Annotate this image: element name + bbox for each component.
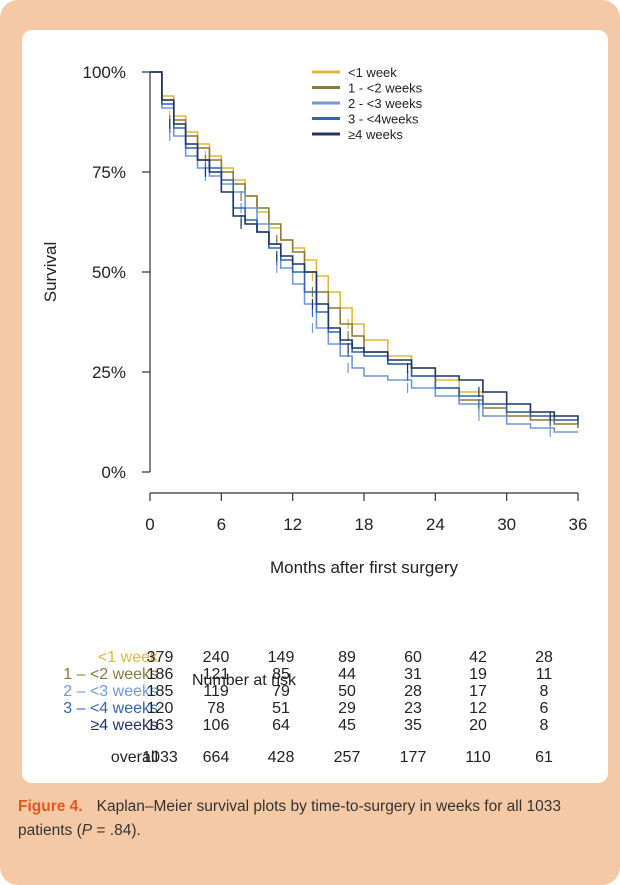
risk-value: 120 (146, 700, 174, 717)
y-tick-label: 0% (101, 463, 126, 482)
series-line-4 (150, 71, 579, 420)
risk-row-label: ≥4 weeks (90, 717, 158, 734)
risk-value: 23 (404, 700, 422, 717)
x-tick-label: 12 (283, 515, 302, 534)
risk-value: 29 (338, 700, 356, 717)
caption-text: Kaplan–Meier survival plots by time-to-s… (18, 798, 561, 839)
risk-value: 61 (535, 749, 553, 766)
risk-value: 35 (404, 717, 422, 734)
figure-caption: Figure 4. Kaplan–Meier survival plots by … (18, 795, 608, 843)
risk-row-label: overall (110, 749, 158, 766)
legend-label: <1 week (348, 65, 397, 80)
risk-row-label: <1 week (97, 649, 158, 666)
x-tick-label: 36 (569, 515, 588, 534)
risk-value: 89 (338, 649, 356, 666)
risk-table-title: Number at risk (192, 672, 297, 689)
risk-value: 42 (469, 649, 487, 666)
risk-value: 379 (146, 649, 174, 666)
x-axis-label: Months after first surgery (270, 558, 459, 577)
risk-value: 186 (146, 666, 174, 683)
legend-label: 2 - <3 weeks (348, 96, 423, 111)
risk-value: 257 (333, 749, 361, 766)
legend-label: ≥4 weeks (348, 127, 403, 142)
risk-value: 6 (539, 700, 549, 717)
x-tick-label: 30 (497, 515, 516, 534)
risk-row-label: 2 – <3 weeks (63, 683, 158, 700)
risk-value: 44 (338, 666, 356, 683)
risk-value: 51 (272, 700, 290, 717)
risk-value: 149 (267, 649, 295, 666)
figure-label: Figure 4. (18, 798, 83, 815)
risk-value: 20 (469, 717, 487, 734)
p-symbol: P (81, 822, 93, 839)
y-tick-label: 50% (92, 263, 126, 282)
caption-text-end: = .84). (92, 822, 141, 839)
series-line-2 (150, 71, 578, 433)
risk-value: 121 (202, 666, 230, 683)
risk-value: 79 (272, 683, 290, 700)
risk-value: 1033 (142, 749, 178, 766)
risk-value: 12 (469, 700, 487, 717)
risk-value: 428 (267, 749, 295, 766)
risk-value: 17 (469, 683, 487, 700)
y-tick-label: 25% (92, 363, 126, 382)
legend-label: 1 - <2 weeks (348, 81, 423, 96)
risk-value: 60 (404, 649, 422, 666)
survival-chart: 0% 25% 50% 75% 100% 0 6 12 18 24 30 36 Months after … (41, 63, 588, 577)
risk-value: 177 (399, 749, 427, 766)
y-tick-label: 100% (83, 63, 126, 82)
risk-value: 28 (535, 649, 553, 666)
risk-value: 8 (539, 717, 549, 734)
risk-value: 119 (203, 683, 229, 700)
risk-value: 78 (207, 700, 225, 717)
risk-value: 185 (146, 683, 174, 700)
x-tick-label: 24 (426, 515, 445, 534)
x-tick-label: 0 (145, 515, 154, 534)
risk-value: 106 (202, 717, 230, 734)
figure-panel: 0% 25% 50% 75% 100% 0 6 12 18 24 30 36 Months after … (22, 30, 608, 783)
y-tick-label: 75% (92, 163, 126, 182)
risk-value: 19 (469, 666, 487, 683)
x-tick-label: 18 (355, 515, 374, 534)
risk-value: 8 (539, 683, 549, 700)
y-axis-label: Survival (41, 242, 60, 302)
risk-value: 11 (535, 666, 553, 683)
risk-value: 50 (338, 683, 356, 700)
risk-row-label: 3 – <4 weeks (63, 700, 158, 717)
legend-label: 3 - <4weeks (348, 112, 419, 127)
risk-value: 45 (338, 717, 356, 734)
risk-value: 664 (202, 749, 230, 766)
risk-value: 64 (272, 717, 290, 734)
risk-value: 163 (146, 717, 174, 734)
risk-value: 31 (404, 666, 422, 683)
risk-value: 110 (465, 749, 491, 766)
risk-value: 85 (272, 666, 290, 683)
risk-row-label: 1 – <2 weeks (63, 666, 158, 683)
risk-value: 28 (404, 683, 422, 700)
x-tick-label: 6 (217, 515, 226, 534)
risk-value: 240 (202, 649, 230, 666)
